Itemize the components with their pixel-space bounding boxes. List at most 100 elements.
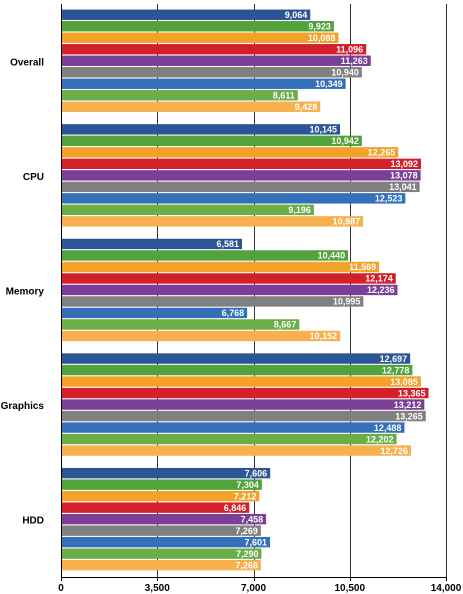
bar (61, 490, 260, 502)
bar (61, 284, 398, 296)
bar-value-label: 7,269 (235, 526, 258, 536)
bar-value-label: 7,601 (244, 537, 267, 547)
bar (61, 21, 334, 32)
bar (61, 250, 349, 261)
bar (61, 433, 397, 445)
x-tick-label: 3,500 (145, 583, 170, 594)
bar-value-label: 8,611 (273, 90, 295, 100)
bar-value-label: 10,987 (333, 217, 361, 227)
bar (61, 147, 399, 158)
bar-value-label: 11,096 (336, 44, 363, 54)
bar-value-label: 7,212 (234, 491, 257, 501)
bar-value-label: 12,174 (365, 274, 393, 284)
bar (61, 502, 250, 513)
bar-value-label: 10,942 (331, 136, 359, 146)
bar-value-label: 10,349 (315, 79, 343, 89)
bar-value-label: 12,778 (382, 365, 410, 375)
category-label-hdd: HDD (22, 516, 44, 527)
bar-value-label: 10,995 (333, 297, 361, 307)
bar-value-label: 6,846 (224, 503, 247, 513)
bar-value-label: 9,428 (295, 102, 318, 112)
bar (61, 559, 261, 571)
bar (61, 32, 339, 43)
bar-value-label: 10,440 (318, 251, 346, 261)
bar (61, 410, 426, 422)
bar-value-label: 10,940 (331, 67, 359, 77)
bar (61, 536, 271, 548)
bar (61, 387, 429, 399)
bar (61, 44, 367, 55)
bar-value-label: 11,263 (341, 56, 368, 66)
category-label-cpu: CPU (23, 172, 44, 183)
bar-value-label: 7,458 (241, 514, 264, 524)
bar-value-label: 13,265 (395, 411, 423, 421)
bar (61, 364, 413, 376)
bar-value-label: 12,265 (368, 148, 396, 158)
bar-value-label: 9,064 (285, 10, 308, 20)
x-tick-label: 10,500 (334, 583, 365, 594)
bar-value-label: 12,523 (375, 194, 403, 204)
x-tick-label: 0 (58, 583, 64, 594)
bar (61, 9, 311, 20)
bar (61, 307, 248, 319)
bar-value-label: 9,923 (308, 21, 331, 31)
bar (61, 101, 321, 112)
bar-value-label: 12,726 (380, 446, 408, 456)
bar-value-label: 10,145 (309, 125, 337, 135)
category-label-overall: Overall (10, 57, 44, 68)
bar (61, 67, 362, 78)
bar-value-label: 13,212 (394, 400, 422, 410)
bar-value-label: 12,236 (367, 285, 395, 295)
bar (61, 513, 267, 525)
bar (61, 124, 340, 135)
category-label-memory: Memory (6, 287, 45, 298)
bar-value-label: 10,152 (310, 331, 338, 341)
bar (61, 445, 411, 456)
bar (61, 158, 422, 170)
bar-value-label: 12,202 (366, 434, 394, 444)
bar-value-label: 13,365 (398, 388, 426, 398)
bar (61, 204, 314, 216)
bar (61, 525, 261, 536)
bar (61, 90, 298, 101)
bar (61, 273, 396, 284)
bar (61, 181, 420, 193)
bar-value-label: 7,606 (245, 468, 268, 478)
bar-value-label: 11,569 (349, 262, 376, 272)
bar (61, 399, 425, 410)
bar (61, 319, 300, 330)
bar (61, 78, 346, 89)
bar-value-label: 7,290 (236, 549, 259, 559)
bar (61, 261, 380, 273)
bar-value-label: 12,488 (374, 423, 402, 433)
category-label-graphics: Graphics (1, 401, 45, 412)
bar-value-label: 6,768 (222, 308, 245, 318)
bar-value-label: 7,268 (235, 560, 258, 570)
bar (61, 170, 421, 181)
bar (61, 467, 271, 479)
bar (61, 353, 411, 364)
category-labels: Overall CPU Memory Graphics HDD (1, 57, 45, 526)
bar (61, 296, 364, 307)
bar (61, 238, 242, 250)
bar-value-label: 13,085 (390, 377, 418, 387)
bar-value-label: 9,196 (288, 205, 311, 215)
bar-value-label: 13,041 (389, 182, 417, 192)
bar-value-label: 7,304 (236, 480, 259, 490)
bar (61, 216, 364, 227)
bar (61, 193, 406, 204)
x-axis-ticks: 0 3,500 7,000 10,500 14,000 (58, 577, 462, 594)
bar (61, 330, 341, 342)
axes (61, 4, 446, 578)
bar-value-label: 13,092 (390, 159, 418, 169)
bar-value-label: 8,667 (274, 320, 297, 330)
bar (61, 479, 262, 490)
x-tick-label: 14,000 (431, 583, 462, 594)
